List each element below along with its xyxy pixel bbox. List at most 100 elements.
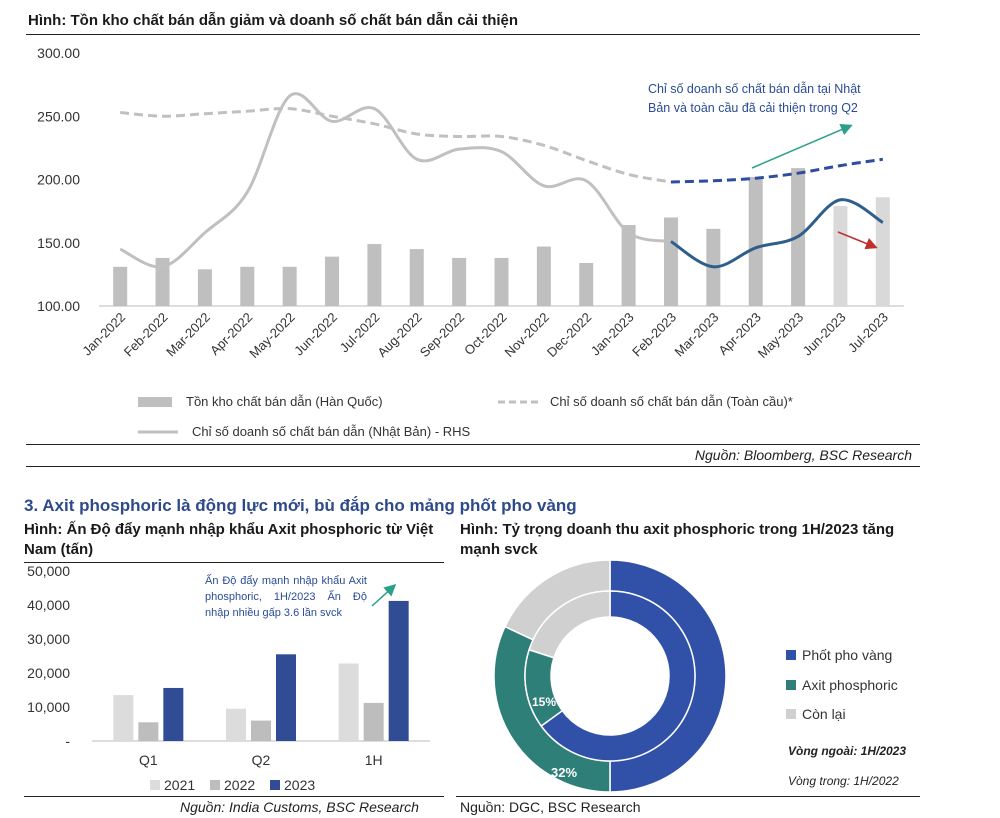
right-chart-title: Hình: Tỷ trọng doanh thu axit phosphoric…	[460, 521, 895, 558]
inner-ring-note: Vòng trong: 1H/2022	[788, 774, 899, 788]
left-bars	[113, 600, 409, 741]
pie-legend-swatch-1	[786, 650, 796, 660]
top-bar	[240, 266, 255, 306]
top-source-rule	[26, 466, 920, 467]
top-x-tick-label: Feb-2023	[629, 310, 679, 360]
top-x-tick-label: Mar-2023	[672, 310, 722, 360]
left-x-tick-label: Q2	[252, 752, 271, 768]
donut-inner-slice	[540, 590, 696, 762]
top-annotation: Chỉ số doanh số chất bán dẫn tại Nhật Bả…	[648, 82, 861, 115]
pie-legend-label-3: Còn lại	[802, 706, 846, 722]
legend-label-japan: Chỉ số doanh số chất bán dẫn (Nhật Bản) …	[192, 424, 471, 439]
left-legend-label: 2022	[224, 777, 255, 792]
top-x-tick-label: Jun-2022	[291, 310, 340, 359]
left-y-tick-label: 50,000	[27, 563, 70, 579]
inner-phosphoric-pct: 15%	[532, 695, 556, 709]
top-x-tick-label: Aug-2022	[374, 310, 424, 360]
top-x-tick-label: Jul-2023	[845, 310, 891, 356]
legend-swatch-bar	[138, 396, 172, 407]
left-arrow	[371, 583, 397, 607]
pie-legend-label-1: Phốt pho vàng	[802, 647, 893, 663]
left-bar	[226, 708, 246, 741]
top-x-tick-label: Jun-2023	[800, 310, 849, 359]
top-bar	[155, 257, 170, 306]
india-import-chart: - 10,000 20,000 30,000 40,000 50,000 Q1 Q2 1H 2…	[27, 563, 430, 792]
left-annotation: Ấn Độ đẩy mạnh nhập khẩu Axit phosphoric…	[205, 575, 367, 619]
left-title-rule	[24, 562, 444, 563]
left-bottom-rule	[24, 796, 444, 797]
left-y-tick-label: 40,000	[27, 597, 70, 613]
top-chart-title: Hình: Tồn kho chất bán dẫn giảm và doanh…	[28, 12, 519, 29]
red-trend-arrow	[837, 231, 878, 250]
revenue-donut-chart: 32% 15%	[493, 559, 727, 793]
left-y-axis: - 10,000 20,000 30,000 40,000 50,000	[27, 563, 430, 749]
left-legend: 2021 2022 2023	[150, 777, 315, 792]
left-x-labels: Q1 Q2 1H	[139, 752, 383, 768]
left-legend-swatch	[210, 780, 220, 790]
top-x-tick-label: May-2022	[246, 310, 297, 361]
top-x-tick-label: Mar-2022	[163, 310, 213, 360]
outer-phosphoric-pct: 32%	[551, 765, 577, 780]
top-bar	[113, 266, 128, 306]
legend-item-japan-index: Chỉ số doanh số chất bán dẫn (Nhật Bản) …	[138, 424, 470, 439]
left-y-tick-label: -	[65, 733, 70, 749]
top-bar	[663, 217, 678, 306]
left-legend-swatch	[270, 780, 280, 790]
right-source: Nguồn: DGC, BSC Research	[460, 799, 641, 815]
top-bar	[409, 249, 424, 306]
top-bar	[494, 257, 509, 306]
left-bar	[113, 695, 134, 741]
left-y-tick-label: 10,000	[27, 699, 70, 715]
right-bottom-rule	[456, 796, 920, 797]
top-x-labels: Jan-2022Feb-2022Mar-2022Apr-2022May-2022…	[79, 310, 891, 361]
pie-legend-swatch-3	[786, 709, 796, 719]
left-legend-swatch	[150, 780, 160, 790]
top-x-tick-label: May-2023	[755, 310, 806, 361]
legend-label-global: Chỉ số doanh số chất bán dẫn (Toàn cầu)*	[550, 394, 793, 409]
top-y-tick-label: 300.00	[37, 45, 80, 61]
top-x-tick-label: Jan-2022	[79, 310, 128, 359]
top-x-tick-label: Feb-2022	[121, 310, 171, 360]
left-y-tick-label: 20,000	[27, 665, 70, 681]
left-bar	[138, 722, 159, 741]
top-bar	[452, 257, 467, 306]
top-bar	[621, 225, 636, 306]
global-index-line	[120, 106, 672, 184]
legend-item-global-index: Chỉ số doanh số chất bán dẫn (Toàn cầu)*	[498, 394, 793, 409]
pie-legend-yellow-phosphorus: Phốt pho vàng	[786, 647, 892, 663]
legend-swatch-dashed	[498, 400, 538, 403]
legend-swatch-line	[138, 430, 178, 433]
top-bar	[875, 197, 890, 306]
legend-label-korea: Tồn kho chất bán dẫn (Hàn Quốc)	[186, 394, 383, 409]
top-source: Nguồn: Bloomberg, BSC Research	[694, 447, 912, 463]
left-bar	[251, 720, 271, 741]
pie-legend-label-2: Axit phosphoric	[802, 677, 898, 693]
left-bar	[163, 687, 184, 741]
top-bar	[833, 206, 848, 306]
left-legend-label: 2021	[164, 777, 195, 792]
left-x-tick-label: Q1	[139, 752, 158, 768]
top-bottom-rule	[26, 444, 920, 445]
top-x-tick-label: Jan-2023	[588, 310, 637, 359]
top-y-tick-label: 100.00	[37, 298, 80, 314]
pie-legend-swatch-2	[786, 680, 796, 690]
top-y-tick-label: 200.00	[37, 172, 80, 188]
top-y-tick-label: 250.00	[37, 108, 80, 124]
pie-legend-remaining: Còn lại	[786, 706, 846, 722]
top-bar	[197, 269, 212, 306]
left-source: Nguồn: India Customs, BSC Research	[180, 799, 419, 815]
left-y-tick-label: 30,000	[27, 631, 70, 647]
legend-item-korea-inventory: Tồn kho chất bán dẫn (Hàn Quốc)	[138, 394, 383, 409]
top-bar	[325, 256, 340, 306]
donut-inner-slice	[528, 590, 611, 659]
left-x-tick-label: 1H	[365, 752, 383, 768]
left-chart-title: Hình: Ấn Độ đẩy mạnh nhập khẩu Axit phos…	[24, 521, 434, 558]
top-arrows	[751, 124, 878, 250]
top-bar	[367, 244, 382, 306]
top-x-tick-label: Sep-2022	[417, 310, 467, 360]
left-legend-label: 2023	[284, 777, 315, 792]
top-x-tick-label: Nov-2022	[502, 310, 552, 360]
top-bar	[579, 262, 594, 306]
top-bars	[113, 168, 890, 306]
